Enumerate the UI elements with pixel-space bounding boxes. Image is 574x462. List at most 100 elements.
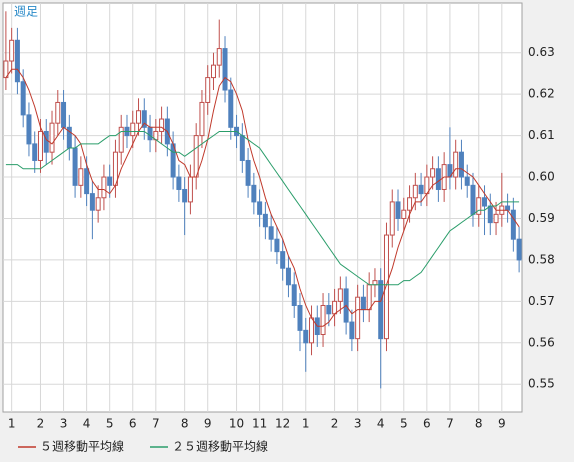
- x-tick-label: 7: [152, 417, 160, 431]
- candle-body: [239, 135, 245, 161]
- y-tick-label: 0.61: [528, 128, 555, 142]
- x-tick-label: 8: [475, 417, 483, 431]
- candle-body: [176, 176, 182, 190]
- x-tick-label: 1: [302, 417, 310, 431]
- y-tick-label: 0.59: [528, 211, 555, 225]
- x-tick-label: 3: [60, 417, 68, 431]
- candle-body: [95, 197, 101, 211]
- x-tick-label: 10: [229, 417, 244, 431]
- candle-body: [407, 197, 413, 211]
- candle-body: [378, 280, 384, 340]
- x-tick-label: 7: [446, 417, 454, 431]
- chart-label: 週足: [14, 5, 38, 19]
- candle-body: [470, 184, 476, 215]
- x-tick-label: 2: [37, 417, 45, 431]
- x-tick-label: 12: [275, 417, 290, 431]
- candle-body: [464, 176, 470, 186]
- candle-body: [493, 213, 499, 224]
- x-tick-label: 5: [106, 417, 114, 431]
- y-tick-label: 0.57: [528, 294, 555, 308]
- candle-body: [251, 184, 257, 203]
- candle-body: [291, 284, 297, 307]
- x-tick-label: 11: [252, 417, 267, 431]
- candle-body: [297, 305, 303, 331]
- candle-body: [285, 267, 291, 286]
- candle-body: [516, 238, 522, 261]
- candle-body: [26, 114, 32, 145]
- candle-body: [505, 205, 511, 211]
- candle-body: [147, 126, 153, 141]
- candle-body: [72, 147, 78, 186]
- y-tick-label: 0.56: [528, 335, 555, 349]
- candle-body: [280, 251, 286, 269]
- candle-body: [418, 184, 424, 195]
- candle-body: [3, 60, 9, 79]
- candle-body: [43, 130, 49, 153]
- candle-body: [355, 296, 361, 340]
- y-tick-label: 0.58: [528, 252, 555, 266]
- candle-body: [510, 209, 516, 240]
- x-tick-label: 5: [400, 417, 408, 431]
- plot-area: [2, 2, 523, 413]
- candle-body: [20, 81, 26, 116]
- candle-body: [199, 101, 205, 137]
- x-tick-label: 9: [498, 417, 506, 431]
- candle-body: [61, 101, 67, 128]
- x-tick-label: 9: [204, 417, 212, 431]
- candle-body: [274, 238, 280, 253]
- candle-body: [182, 188, 188, 203]
- candle-body: [337, 288, 343, 302]
- candle-body: [107, 176, 113, 186]
- candle-body: [320, 305, 326, 336]
- candle-body: [245, 159, 251, 186]
- x-tick-label: 1: [8, 417, 16, 431]
- candle-body: [360, 296, 366, 311]
- candle-body: [349, 321, 355, 340]
- candle-body: [187, 176, 193, 203]
- candle-body: [332, 300, 338, 315]
- candle-body: [487, 205, 493, 224]
- legend-label: ２５週移動平均線: [172, 439, 268, 454]
- candle-body: [14, 39, 20, 83]
- candle-body: [389, 201, 395, 236]
- ma-line: [5, 68, 520, 327]
- candle-body: [210, 64, 216, 79]
- candle-body: [193, 135, 199, 178]
- x-tick-label: 8: [181, 417, 189, 431]
- candle-body: [130, 122, 136, 137]
- candle-body: [412, 184, 418, 199]
- legend-label: ５週移動平均線: [40, 439, 124, 454]
- candle-body: [32, 143, 38, 161]
- candle-body: [401, 209, 407, 219]
- candle-body: [228, 89, 234, 128]
- candle-body: [37, 130, 43, 161]
- candle-body: [84, 168, 90, 195]
- x-tick-label: 6: [423, 417, 431, 431]
- candle-body: [141, 110, 147, 128]
- y-tick-label: 0.62: [528, 87, 555, 101]
- candle-body: [205, 77, 211, 103]
- x-tick-label: 3: [354, 417, 362, 431]
- candle-body: [482, 197, 488, 207]
- candle-body: [55, 101, 61, 124]
- candle-body: [476, 197, 482, 215]
- x-tick-label: 4: [377, 417, 385, 431]
- candle-body: [430, 168, 436, 178]
- candle-body: [383, 234, 389, 340]
- candle-body: [78, 168, 84, 186]
- x-tick-label: 4: [83, 417, 91, 431]
- candle-body: [257, 201, 263, 215]
- y-tick-label: 0.63: [528, 45, 555, 59]
- candle-body: [49, 122, 55, 153]
- candle-body: [9, 39, 15, 62]
- candle-body: [89, 193, 95, 211]
- ma-line: [5, 131, 520, 286]
- candle-body: [395, 201, 401, 219]
- y-tick-label: 0.60: [528, 170, 555, 184]
- candle-body: [262, 213, 268, 228]
- candle-body: [118, 126, 124, 153]
- candle-body: [101, 176, 107, 199]
- candle-body: [326, 305, 332, 315]
- candle-body: [268, 226, 274, 240]
- candle-body: [222, 48, 228, 91]
